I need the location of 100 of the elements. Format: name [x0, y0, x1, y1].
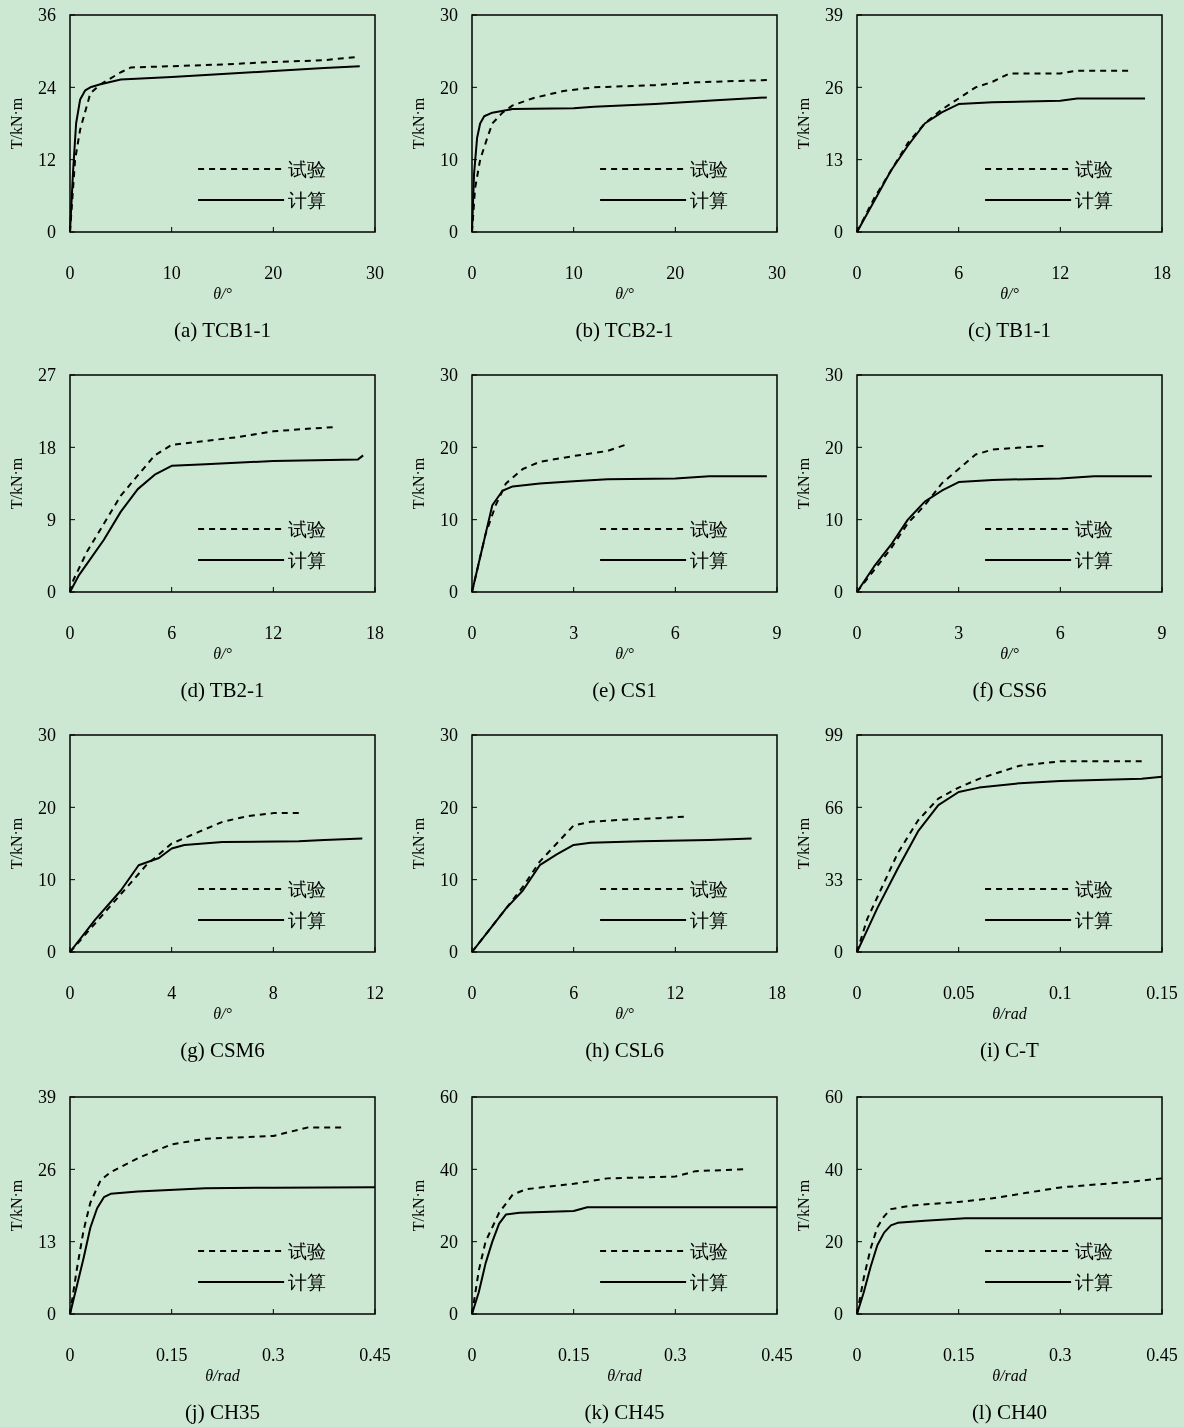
x-axis-title: θ/rad	[992, 1367, 1028, 1384]
legend-label: 计算	[690, 1271, 729, 1293]
legend-label: 试验	[288, 878, 327, 900]
legend-label: 试验	[288, 1240, 327, 1262]
x-tick-label: 20	[264, 263, 283, 283]
x-tick-label: 18	[768, 983, 786, 1003]
x-tick-label: 6	[670, 623, 680, 643]
legend-label: 计算	[1075, 909, 1114, 931]
legend-label: 试验	[690, 878, 729, 900]
text: (l) CH40	[971, 1400, 1048, 1424]
y-tick-label: 0	[47, 1304, 56, 1325]
y-tick-label: 33	[825, 869, 843, 890]
y-tick-label: 10	[38, 869, 56, 890]
x-tick-label: 9	[772, 623, 782, 643]
legend-label: 试验	[690, 1240, 729, 1262]
x-tick-label: 12	[1051, 263, 1070, 283]
y-tick-label: 60	[825, 1087, 843, 1108]
legend-label: 试验	[288, 158, 327, 180]
text: (g) CSM6	[180, 1038, 265, 1062]
x-tick-label: 18	[366, 623, 384, 643]
y-tick-label: 10	[440, 869, 458, 890]
legend-label: 试验	[288, 518, 327, 540]
y-tick-label: 20	[440, 437, 458, 458]
x-tick-label: 12	[264, 623, 283, 643]
legend-label: 试验	[690, 518, 729, 540]
text: (h) CSL6	[585, 1038, 664, 1062]
x-tick-label: 6	[569, 983, 579, 1003]
y-tick-label: 18	[38, 437, 56, 458]
y-tick-label: 0	[834, 1304, 843, 1325]
y-tick-label: 30	[440, 5, 458, 26]
x-tick-label: 0	[467, 263, 477, 283]
y-tick-label: 66	[825, 797, 843, 818]
text: (a) TCB1-1	[173, 318, 272, 342]
text: (b) TCB2-1	[575, 318, 674, 342]
y-axis-title: T/kN·m	[795, 1179, 812, 1232]
y-axis-title: T/kN·m	[410, 1179, 427, 1232]
x-axis-title: θ/rad	[992, 1005, 1028, 1022]
y-tick-label: 24	[38, 77, 56, 98]
legend-label: 试验	[1075, 1240, 1114, 1262]
text: (f) CSS6	[972, 678, 1047, 702]
x-axis-title: θ/°	[1000, 645, 1020, 662]
x-tick-label: 0	[65, 983, 75, 1003]
legend-label: 计算	[690, 909, 729, 931]
y-tick-label: 10	[440, 149, 458, 170]
x-tick-label: 3	[569, 623, 579, 643]
x-tick-label: 0.1	[1049, 983, 1072, 1003]
y-tick-label: 40	[825, 1159, 843, 1180]
x-tick-label: 0.3	[262, 1345, 285, 1365]
legend-label: 试验	[1075, 518, 1114, 540]
x-tick-label: 18	[1153, 263, 1171, 283]
x-tick-label: 0	[65, 1345, 75, 1365]
legend-label: 计算	[1075, 1271, 1114, 1293]
x-axis-title: θ/°	[615, 645, 635, 662]
y-tick-label: 0	[834, 582, 843, 603]
y-tick-label: 0	[47, 582, 56, 603]
y-tick-label: 12	[38, 149, 56, 170]
x-tick-label: 0	[852, 263, 862, 283]
x-tick-label: 0	[852, 983, 862, 1003]
y-tick-label: 36	[38, 5, 56, 26]
legend-label: 试验	[690, 158, 729, 180]
x-axis-title: θ/°	[213, 285, 233, 302]
x-tick-label: 30	[366, 263, 384, 283]
y-tick-label: 13	[825, 149, 843, 170]
y-tick-label: 0	[449, 582, 458, 603]
y-tick-label: 20	[825, 1231, 843, 1252]
text: (c) TB1-1	[967, 318, 1052, 342]
x-tick-label: 9	[1157, 623, 1167, 643]
y-tick-label: 30	[440, 365, 458, 386]
y-tick-label: 0	[834, 222, 843, 243]
x-tick-label: 10	[162, 263, 181, 283]
y-tick-label: 0	[449, 1304, 458, 1325]
y-tick-label: 20	[440, 1231, 458, 1252]
x-tick-label: 0.3	[1049, 1345, 1072, 1365]
y-tick-label: 30	[440, 725, 458, 746]
y-tick-label: 20	[38, 797, 56, 818]
x-tick-label: 0.15	[155, 1345, 188, 1365]
y-axis-title: T/kN·m	[8, 817, 25, 870]
x-tick-label: 0	[852, 1345, 862, 1365]
x-tick-label: 6	[1055, 623, 1065, 643]
y-axis-title: T/kN·m	[795, 817, 812, 870]
y-tick-label: 0	[449, 222, 458, 243]
legend-label: 计算	[288, 1271, 327, 1293]
y-axis-title: T/kN·m	[8, 1179, 25, 1232]
legend-label: 计算	[288, 549, 327, 571]
legend-label: 计算	[288, 189, 327, 211]
y-tick-label: 30	[825, 365, 843, 386]
y-tick-label: 40	[440, 1159, 458, 1180]
y-axis-title: T/kN·m	[410, 97, 427, 150]
x-tick-label: 4	[167, 983, 177, 1003]
x-tick-label: 0.45	[1146, 1345, 1178, 1365]
x-tick-label: 0	[65, 263, 75, 283]
x-tick-label: 0	[65, 623, 75, 643]
x-axis-title: θ/°	[615, 1005, 635, 1022]
text: (i) C-T	[980, 1038, 1040, 1062]
y-axis-title: T/kN·m	[795, 97, 812, 150]
legend-label: 计算	[288, 909, 327, 931]
x-tick-label: 6	[954, 263, 964, 283]
x-tick-label: 3	[954, 623, 964, 643]
legend-label: 计算	[1075, 549, 1114, 571]
x-tick-label: 0.15	[1146, 983, 1178, 1003]
